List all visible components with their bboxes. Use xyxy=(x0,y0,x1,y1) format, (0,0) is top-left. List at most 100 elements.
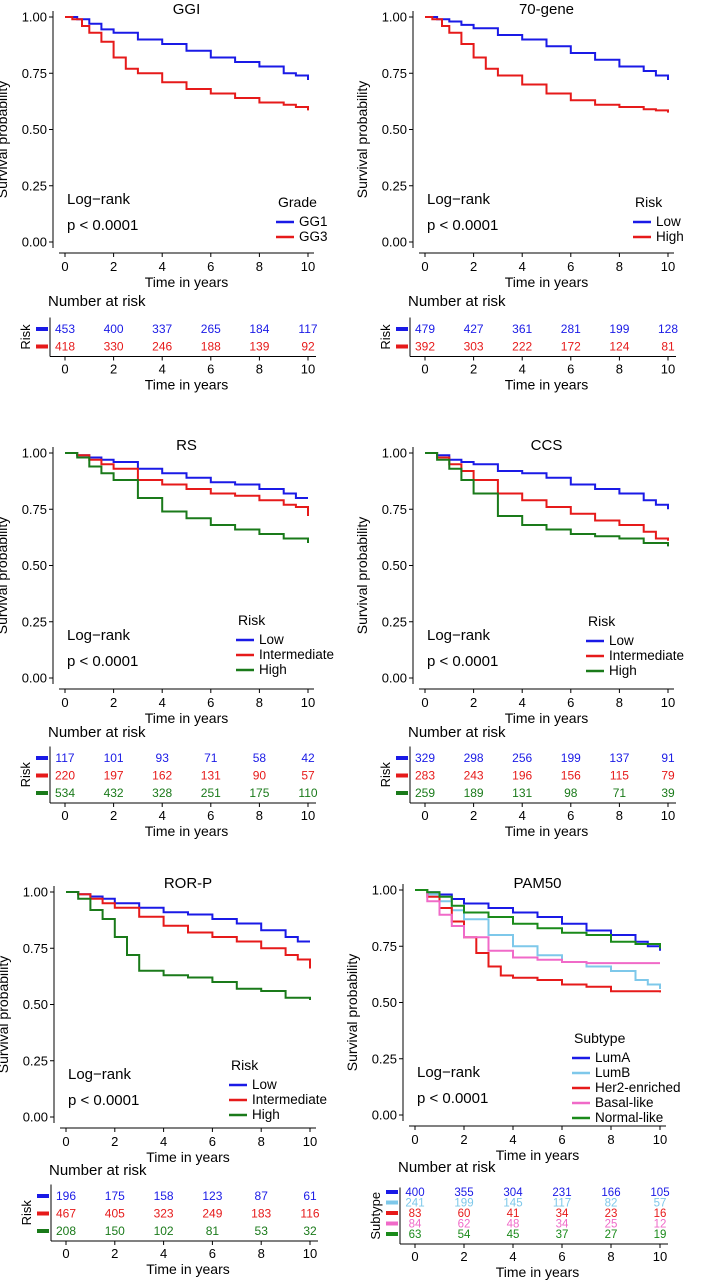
risk-x-tick-label: 6 xyxy=(567,808,574,823)
legend-label: LumB xyxy=(595,1065,630,1080)
risk-x-tick-label: 6 xyxy=(567,362,574,377)
risk-count: 265 xyxy=(201,322,221,336)
chart-title: CCS xyxy=(531,437,563,454)
risk-x-tick-label: 4 xyxy=(159,808,166,823)
risk-table: Number at risk Risk 453 400 337 265 184 117 418 3… xyxy=(18,293,318,393)
legend-label: Normal-like xyxy=(595,1110,663,1125)
risk-count: 53 xyxy=(255,1224,269,1238)
chart-title: PAM50 xyxy=(513,875,561,892)
risk-count: 25 xyxy=(605,1219,618,1231)
risk-count: 298 xyxy=(464,751,484,765)
pvalue-label: p < 0.0001 xyxy=(67,217,138,234)
km-curve-lumb xyxy=(415,889,661,989)
risk-count: 48 xyxy=(507,1219,520,1231)
x-tick-label: 2 xyxy=(111,1134,118,1149)
risk-count: 175 xyxy=(105,1189,125,1203)
y-tick-label: 1.00 xyxy=(22,10,47,25)
x-tick-label: 2 xyxy=(460,1132,467,1147)
legend-label: Intermediate xyxy=(252,1092,327,1107)
y-tick-label: 0.50 xyxy=(23,997,48,1012)
risk-x-tick-label: 0 xyxy=(421,362,428,377)
risk-count: 63 xyxy=(409,1229,422,1241)
risk-count: 243 xyxy=(464,769,484,783)
risk-count: 110 xyxy=(298,786,317,800)
risk-count: 41 xyxy=(507,1208,520,1220)
risk-x-tick-label: 4 xyxy=(519,362,526,377)
x-tick-label: 2 xyxy=(110,259,117,274)
y-tick-label: 0.50 xyxy=(382,558,407,573)
risk-count: 84 xyxy=(409,1219,422,1231)
risk-count: 323 xyxy=(154,1207,174,1221)
risk-count: 256 xyxy=(512,751,532,765)
legend-label: GG3 xyxy=(299,229,328,244)
km-curve-normal-like xyxy=(415,889,661,949)
y-tick-label: 0.25 xyxy=(382,178,407,193)
legend-label: Intermediate xyxy=(259,647,334,662)
x-tick-label: 8 xyxy=(256,259,263,274)
y-tick-label: 0.25 xyxy=(23,1053,48,1068)
risk-count: 534 xyxy=(55,786,75,800)
y-tick-label: 0.50 xyxy=(22,122,47,137)
risk-count: 175 xyxy=(249,786,269,800)
risk-count: 71 xyxy=(613,786,627,800)
risk-count: 16 xyxy=(654,1208,667,1220)
risk-x-tick-label: 2 xyxy=(470,362,477,377)
km-curve-intermediate xyxy=(65,452,309,516)
x-axis-label: Time in years xyxy=(505,274,589,290)
pvalue-label: p < 0.0001 xyxy=(67,653,138,670)
risk-count: 57 xyxy=(301,769,315,783)
legend-label: High xyxy=(656,229,684,244)
risk-count: 39 xyxy=(661,786,675,800)
risk-count: 32 xyxy=(303,1224,317,1238)
x-tick-label: 10 xyxy=(303,1134,317,1149)
y-tick-label: 0.75 xyxy=(22,66,47,81)
risk-count: 220 xyxy=(55,769,75,783)
risk-count: 249 xyxy=(202,1207,222,1221)
x-tick-label: 0 xyxy=(61,259,68,274)
legend-label: Low xyxy=(609,633,634,648)
risk-count: 139 xyxy=(249,340,269,354)
risk-count: 281 xyxy=(561,322,581,336)
y-axis-label: Survival probability xyxy=(0,956,11,1074)
risk-x-tick-label: 0 xyxy=(411,1249,418,1264)
risk-count: 82 xyxy=(605,1198,618,1210)
risk-x-tick-label: 4 xyxy=(509,1249,516,1264)
risk-count: 61 xyxy=(303,1189,317,1203)
legend-label: High xyxy=(609,663,637,678)
risk-count: 188 xyxy=(201,340,221,354)
legend-title: Risk xyxy=(231,1057,259,1073)
risk-count: 27 xyxy=(605,1229,618,1241)
risk-count: 23 xyxy=(605,1208,618,1220)
x-tick-label: 8 xyxy=(256,695,263,710)
x-tick-label: 0 xyxy=(62,1134,69,1149)
risk-count: 42 xyxy=(301,751,315,765)
risk-count: 479 xyxy=(415,322,435,336)
x-tick-label: 6 xyxy=(567,259,574,274)
risk-count: 400 xyxy=(104,322,124,336)
x-axis-label: Time in years xyxy=(145,274,229,290)
risk-x-tick-label: 2 xyxy=(110,808,117,823)
x-tick-label: 10 xyxy=(661,259,675,274)
km-panel-2: 70-gene 0.00 0.25 0.50 0.75 1.00 Survival prob… xyxy=(354,1,684,393)
risk-count: 355 xyxy=(454,1187,473,1199)
risk-table-strata-label: Risk xyxy=(19,1200,34,1226)
risk-count: 361 xyxy=(512,322,532,336)
y-tick-label: 0.00 xyxy=(22,671,47,686)
risk-count: 91 xyxy=(661,751,675,765)
risk-count: 330 xyxy=(104,340,124,354)
y-tick-label: 0.75 xyxy=(22,502,47,517)
y-tick-label: 0.50 xyxy=(372,995,397,1010)
y-tick-label: 0.00 xyxy=(382,235,407,250)
risk-x-tick-label: 6 xyxy=(558,1249,565,1264)
x-tick-label: 4 xyxy=(159,259,166,274)
risk-table-title: Number at risk xyxy=(49,1162,147,1179)
logrank-label: Log−rank xyxy=(68,1066,131,1083)
x-tick-label: 8 xyxy=(607,1132,614,1147)
y-tick-label: 0.25 xyxy=(22,614,47,629)
risk-count: 145 xyxy=(503,1198,522,1210)
risk-x-tick-label: 2 xyxy=(110,362,117,377)
km-curve-high xyxy=(65,452,309,543)
legend-label: Her2-enriched xyxy=(595,1080,681,1095)
risk-count: 12 xyxy=(654,1219,667,1231)
risk-count: 92 xyxy=(301,340,315,354)
